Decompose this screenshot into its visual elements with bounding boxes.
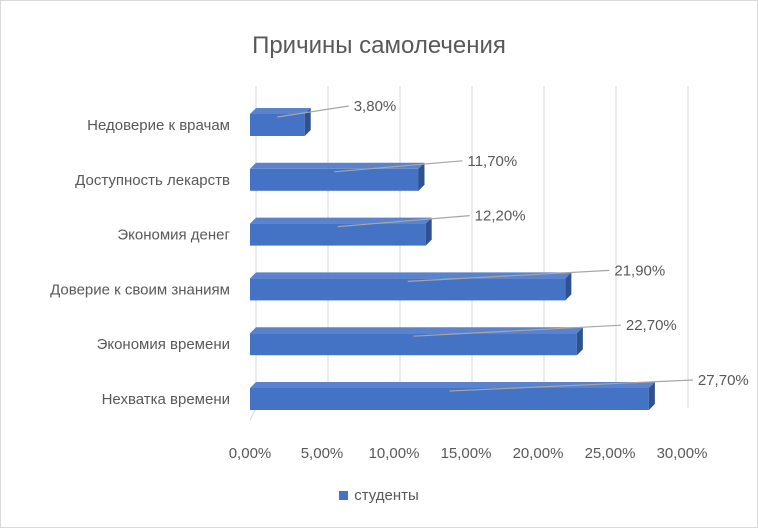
data-label: 27,70%	[698, 372, 749, 389]
bar-group	[250, 217, 432, 246]
leader-line	[407, 269, 610, 282]
bar-group	[250, 327, 583, 356]
bar-side	[576, 327, 583, 356]
bar-group	[250, 382, 655, 410]
x-tick-label: 0,00%	[229, 445, 272, 462]
bar	[250, 114, 305, 136]
x-tick-label: 15,00%	[441, 445, 492, 462]
bar-group	[250, 272, 572, 301]
category-label: Нехватка времени	[102, 391, 230, 408]
x-tick-label: 30,00%	[657, 445, 708, 462]
leader-line	[337, 215, 470, 228]
legend-swatch	[339, 490, 349, 500]
bar-side	[565, 272, 572, 301]
x-tick-label: 5,00%	[301, 445, 344, 462]
bar	[250, 223, 426, 246]
data-label: 12,20%	[475, 208, 526, 225]
data-label: 11,70%	[467, 153, 517, 170]
data-label: 21,90%	[614, 262, 665, 279]
x-tick-label: 25,00%	[585, 445, 636, 462]
category-label: Доступность лекарств	[75, 172, 230, 189]
bar	[250, 168, 419, 191]
leader-line	[334, 160, 463, 173]
category-label: Экономия денег	[117, 227, 230, 244]
x-tick-label: 10,00%	[369, 445, 420, 462]
bar-group	[250, 162, 425, 191]
legend: студенты	[0, 487, 758, 504]
category-label: Доверие к своим знаниям	[50, 281, 230, 298]
bar-side	[425, 217, 432, 246]
bar-top	[250, 108, 311, 114]
bar-side	[418, 162, 425, 191]
leader-line	[449, 379, 693, 392]
bar	[250, 333, 577, 356]
leader-line	[277, 105, 349, 118]
bar	[250, 278, 566, 301]
legend-label: студенты	[354, 487, 419, 504]
x-tick-label: 20,00%	[513, 445, 564, 462]
data-label: 22,70%	[626, 317, 677, 334]
chart-title: Причины самолечения	[252, 32, 506, 59]
category-label: Недоверие к врачам	[87, 117, 230, 134]
bar-side	[304, 108, 311, 136]
bar-group	[250, 108, 311, 136]
leader-line	[413, 324, 621, 337]
bar	[250, 388, 649, 410]
bar-side	[648, 382, 655, 410]
data-label: 3,80%	[354, 98, 397, 115]
category-label: Экономия времени	[97, 336, 230, 353]
